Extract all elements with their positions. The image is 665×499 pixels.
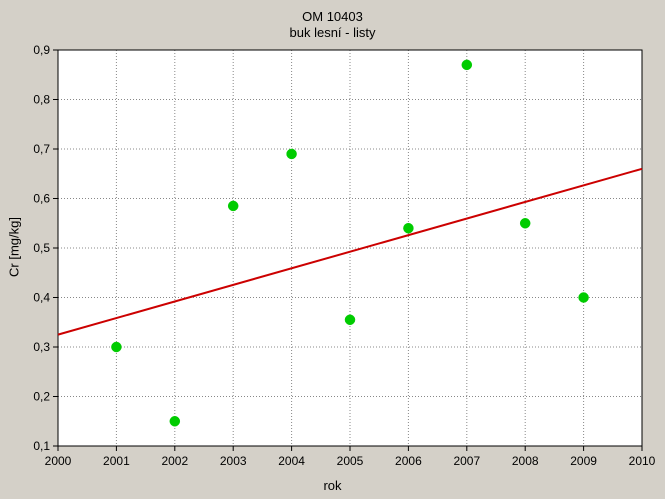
- trend-line: [57, 167, 643, 336]
- data-point: [286, 148, 297, 160]
- data-point: [169, 416, 181, 427]
- x-tick-label: 2006: [395, 454, 422, 468]
- y-tick-label: 0,4: [33, 291, 50, 305]
- y-tick-label: 0,5: [33, 241, 50, 255]
- x-tick-label: 2000: [45, 454, 72, 468]
- x-tick-label: 2008: [512, 454, 539, 468]
- chart-title: OM 10403: [302, 9, 363, 24]
- x-tick-label: 2010: [629, 454, 656, 468]
- data-point: [578, 292, 589, 303]
- y-tick-label: 0,9: [33, 43, 50, 57]
- x-tick-label: 2001: [103, 454, 130, 468]
- x-tick-label: 2002: [161, 454, 188, 468]
- x-axis-label: rok: [323, 478, 342, 493]
- data-point: [111, 341, 122, 353]
- data-point: [461, 59, 473, 71]
- chart-subtitle: buk lesní - listy: [289, 25, 376, 40]
- x-tick-label: 2007: [453, 454, 480, 468]
- y-tick-label: 0,8: [33, 93, 50, 107]
- x-tick-label: 2003: [220, 454, 247, 468]
- y-tick-label: 0,1: [33, 439, 50, 453]
- y-tick-label: 0,2: [33, 390, 50, 404]
- y-tick-label: 0,7: [33, 142, 50, 156]
- x-tick-label: 2009: [570, 454, 597, 468]
- data-point: [344, 314, 356, 326]
- y-tick-label: 0,3: [33, 340, 50, 354]
- x-tick-label: 2004: [278, 454, 305, 468]
- data-point: [519, 218, 531, 229]
- x-tick-label: 2005: [337, 454, 364, 468]
- y-axis-label: Cr [mg/kg]: [6, 217, 22, 277]
- y-tick-label: 0,6: [33, 192, 50, 206]
- plot-frame: [57, 49, 643, 447]
- data-point: [403, 222, 414, 234]
- data-point: [227, 200, 239, 212]
